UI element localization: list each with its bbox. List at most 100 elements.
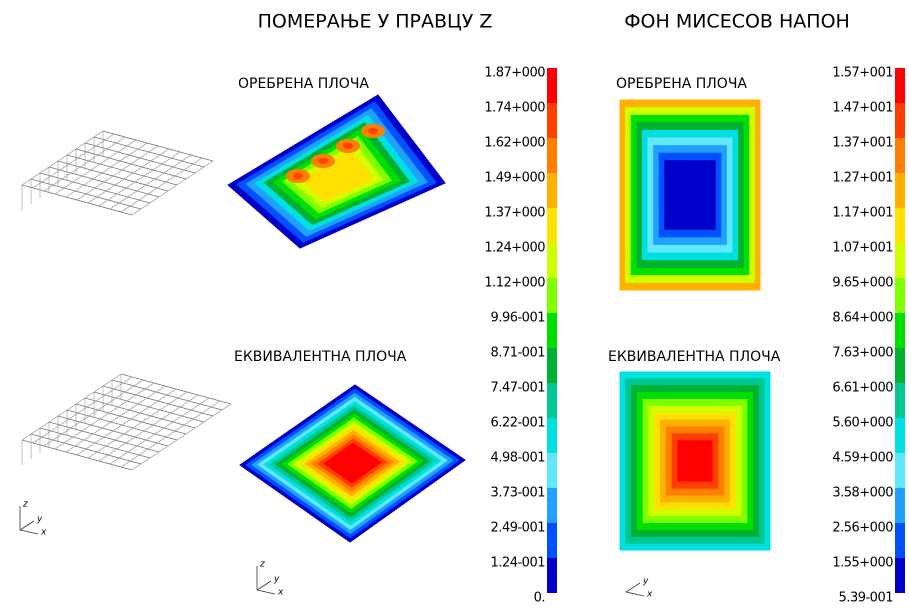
wire xyxy=(32,376,133,444)
legend-swatch xyxy=(895,278,905,313)
heading: ФОН МИСЕСОВ НАПОН xyxy=(624,11,850,33)
axis-arrow xyxy=(19,520,35,531)
legend-swatch xyxy=(547,173,557,208)
contour xyxy=(677,440,713,482)
legend-label: 1.55+000 xyxy=(832,556,893,571)
wire xyxy=(120,157,203,213)
legend-label: 4.98-001 xyxy=(491,451,546,466)
panel-label: ОРЕБРЕНА ПЛОЧА xyxy=(238,76,369,92)
legend-label: 1.37+001 xyxy=(832,136,893,151)
wire xyxy=(120,400,221,468)
legend-label: 9.96-001 xyxy=(491,311,546,326)
legend-swatch xyxy=(895,523,905,558)
legend-swatch xyxy=(895,418,905,453)
legend-swatch xyxy=(547,68,557,103)
legend-swatch xyxy=(547,383,557,418)
legend-swatch xyxy=(895,68,905,103)
panel-label: ОРЕБРЕНА ПЛОЧА xyxy=(616,76,747,92)
legend-swatch xyxy=(547,313,557,348)
legend-swatch xyxy=(547,558,557,593)
wire xyxy=(54,382,155,450)
legend-label: 2.49-001 xyxy=(491,521,546,536)
legend-label: 1.57+001 xyxy=(832,66,893,81)
heading: ПОМЕРАЊЕ У ПРАВЦУ Z xyxy=(258,11,493,33)
legend-label: 1.27+001 xyxy=(832,171,893,186)
legend-swatch xyxy=(547,418,557,453)
legend-label: 6.61+000 xyxy=(832,381,893,396)
wire xyxy=(87,391,188,459)
legend-label: 4.59+000 xyxy=(832,451,893,466)
legend-swatch xyxy=(547,278,557,313)
legend-swatch xyxy=(547,488,557,523)
wire xyxy=(65,385,166,453)
legend-swatch xyxy=(895,138,905,173)
legend-swatch xyxy=(547,243,557,278)
legend-swatch xyxy=(895,313,905,348)
wire xyxy=(109,397,210,465)
legend-label: 9.65+000 xyxy=(832,276,893,291)
legend-label: 1.62+000 xyxy=(484,136,545,151)
wire xyxy=(98,151,181,207)
wire xyxy=(21,130,104,186)
legend-label: 1.24-001 xyxy=(491,556,546,571)
legend-swatch xyxy=(895,488,905,523)
legend-swatch xyxy=(895,103,905,138)
legend-swatch xyxy=(547,523,557,558)
legend-label: 1.74+000 xyxy=(484,101,545,116)
legend-label: 3.58+000 xyxy=(832,486,893,501)
legend-label: 5.60+000 xyxy=(832,416,893,431)
panel-label: ЕКВИВАЛЕНТНА ПЛОЧА xyxy=(608,349,781,365)
wire xyxy=(43,379,144,447)
legend-swatch xyxy=(895,558,905,593)
legend-swatch xyxy=(895,208,905,243)
legend-label: 1.17+001 xyxy=(832,206,893,221)
contour xyxy=(293,173,303,179)
axis-arrow xyxy=(256,580,272,591)
axis-label: x xyxy=(40,528,47,538)
wire xyxy=(76,388,177,456)
legend-swatch xyxy=(895,348,905,383)
axis-label: y xyxy=(36,515,43,525)
axis-arrow xyxy=(19,529,39,535)
legend-swatch xyxy=(547,103,557,138)
legend-swatch xyxy=(895,173,905,208)
legend-label: 1.49+000 xyxy=(484,171,545,186)
legend-label: 6.22-001 xyxy=(491,416,546,431)
legend-label: 8.71-001 xyxy=(491,346,546,361)
legend-label: 7.63+000 xyxy=(832,346,893,361)
wire xyxy=(131,160,214,216)
legend-label: 1.37+000 xyxy=(484,206,545,221)
legend-swatch xyxy=(547,138,557,173)
legend-label: 1.24+000 xyxy=(484,241,545,256)
axis-arrow xyxy=(625,582,641,593)
wire xyxy=(87,148,170,204)
wire xyxy=(43,136,126,192)
legend-label: 0. xyxy=(534,591,545,606)
axis-arrow xyxy=(256,589,276,595)
legend-label: 1.47+001 xyxy=(832,101,893,116)
axis-label: x xyxy=(277,588,284,598)
legend-label: 1.87+000 xyxy=(484,66,545,81)
wire xyxy=(109,154,192,210)
axis-arrow xyxy=(625,591,645,597)
legend-swatch xyxy=(895,243,905,278)
wire xyxy=(65,142,148,198)
legend-swatch xyxy=(895,453,905,488)
axis-label: y xyxy=(642,577,649,587)
legend-swatch xyxy=(895,383,905,418)
legend-label: 1.12+000 xyxy=(484,276,545,291)
wire xyxy=(32,133,115,189)
contour xyxy=(318,158,328,164)
wire xyxy=(131,403,232,471)
wire xyxy=(98,394,199,462)
legend-label: 3.73-001 xyxy=(491,486,546,501)
legend-label: 5.39-001 xyxy=(839,591,894,606)
contour xyxy=(323,442,382,484)
wire xyxy=(76,145,159,201)
legend-swatch xyxy=(547,453,557,488)
legend-label: 8.64+000 xyxy=(832,311,893,326)
legend-label: 7.47-001 xyxy=(491,381,546,396)
axis-label: x xyxy=(646,590,653,600)
contour xyxy=(664,160,716,230)
